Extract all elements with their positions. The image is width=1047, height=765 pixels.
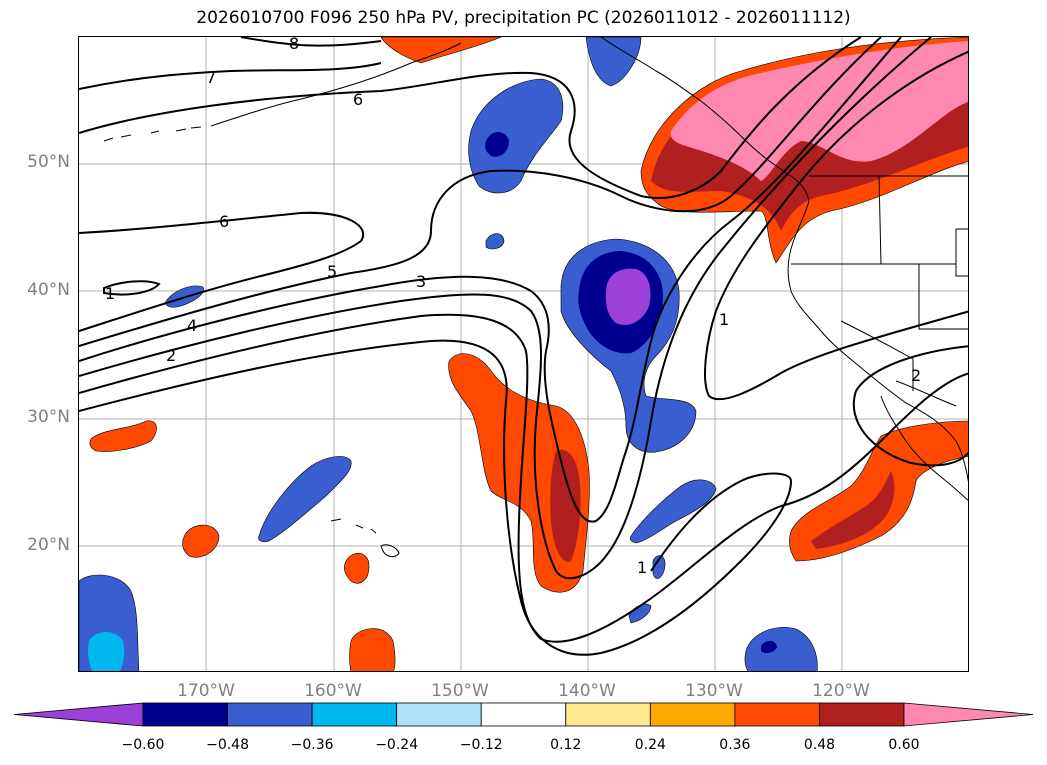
coast-alaska-peninsula [210, 42, 462, 127]
colorbar-bin-2 [227, 702, 313, 727]
contour-1-east [704, 50, 968, 401]
lon-label-130w: 130°W [685, 681, 743, 701]
map-panel[interactable]: 8 7 6 6 5 4 3 2 1 1 1 2 [78, 36, 969, 672]
precip-neg-tiny-1 [652, 555, 666, 579]
contour-label-1-east: 1 [719, 310, 729, 329]
colorbar-extend-max [903, 702, 1034, 727]
map-canvas: 8 7 6 6 5 4 3 2 1 1 1 2 [79, 37, 968, 671]
contour-label-3: 3 [416, 272, 426, 291]
contour-7 [79, 62, 382, 90]
colorbar [13, 702, 1034, 727]
contour-label-7: 7 [206, 68, 216, 87]
hawaii-islands [330, 518, 400, 558]
colorbar-tick-m048: −0.48 [206, 737, 249, 753]
colorbar-tick-p036: 0.36 [719, 737, 751, 753]
coast-west-us [787, 200, 968, 482]
contour-label-8: 8 [289, 37, 299, 53]
contour-5 [79, 37, 882, 347]
contour-1-south [79, 339, 793, 656]
lat-label-40n: 40°N [27, 280, 70, 300]
precip-neg-south [744, 626, 818, 671]
colorbar-bin-7 [649, 702, 736, 727]
colorbar-tick-m024: −0.24 [375, 737, 419, 753]
border-state-5 [955, 228, 968, 277]
colorbar-bin-6 [565, 702, 651, 727]
contour-1-west-small [103, 280, 161, 296]
contour-label-1-south: 1 [637, 558, 647, 577]
border-state-4 [840, 320, 914, 391]
lat-label-50n: 50°N [27, 152, 70, 172]
colorbar-bin-3 [311, 702, 398, 727]
precip-neg-north-small [585, 37, 642, 87]
lon-label-170w: 170°W [177, 681, 235, 701]
precip-neg-small-mid [485, 233, 505, 250]
colorbar-tick-m036: −0.36 [290, 737, 334, 753]
border-state-2 [878, 175, 882, 265]
contour-label-5: 5 [327, 262, 337, 281]
lon-label-140w: 140°W [558, 681, 616, 701]
colorbar-bin-4 [396, 702, 482, 727]
contour-3 [79, 37, 932, 580]
lon-label-160w: 160°W [304, 681, 362, 701]
contour-label-1-west: 1 [105, 284, 115, 303]
precip-pos-aleutian [380, 37, 502, 64]
precip-pos-small-2 [344, 553, 370, 584]
coast-baja [880, 395, 968, 501]
coast-alaska-gulf [600, 37, 810, 202]
pv-contours [79, 37, 968, 656]
contour-label-4: 4 [187, 316, 197, 335]
border-state-3 [918, 264, 968, 330]
colorbar-tick-m060: −0.60 [121, 737, 165, 753]
contour-labels: 8 7 6 6 5 4 3 2 1 1 1 2 [105, 37, 921, 577]
precip-pos-northwest-peak [670, 41, 968, 181]
precip-neg-gulf-core [485, 132, 509, 157]
lat-label-20n: 20°N [27, 535, 70, 555]
border-us-mexico [895, 380, 957, 407]
contour-label-2: 2 [166, 346, 176, 365]
contour-4 [79, 37, 902, 523]
contour-label-6-west: 6 [219, 212, 229, 231]
precip-pos-southeast-core [811, 471, 895, 549]
graticule [79, 37, 968, 671]
precip-pos-west-blob [89, 420, 157, 452]
colorbar-bin-8 [734, 702, 820, 727]
precip-negative-regions [79, 37, 818, 671]
colorbar-extend-min [13, 702, 144, 727]
coastlines [103, 37, 968, 558]
colorbar-tick-p048: 0.48 [803, 737, 836, 753]
colorbar-tick-p060: 0.60 [888, 737, 920, 753]
precip-neg-south-core [761, 640, 777, 654]
precip-neg-diagonal [258, 456, 352, 543]
precip-pos-small-3 [349, 628, 396, 671]
colorbar-bin-5 [480, 702, 567, 727]
precip-pos-small-1 [182, 524, 220, 558]
precip-neg-sw-inner [88, 632, 125, 671]
lon-label-150w: 150°W [431, 681, 489, 701]
colorbar-bin-1 [142, 702, 228, 727]
contour-label-6-north: 6 [353, 90, 363, 109]
lon-label-120w: 120°W [812, 681, 870, 701]
contour-label-2-east: 2 [911, 366, 921, 385]
precip-neg-gulf [468, 78, 564, 194]
precip-neg-center-peak [605, 268, 651, 326]
contour-8 [240, 37, 382, 47]
contour-6-west [79, 211, 364, 332]
colorbar-tick-m012: −0.12 [459, 737, 503, 753]
precip-neg-southeast-band [629, 479, 717, 544]
chart-title: 2026010700 F096 250 hPa PV, precipitatio… [196, 8, 851, 28]
contour-2-east [852, 345, 968, 467]
lat-label-30n: 30°N [27, 407, 70, 427]
colorbar-tick-p024: 0.24 [634, 737, 666, 753]
colorbar-bin-9 [819, 702, 905, 727]
colorbar-tick-p012: 0.12 [550, 737, 582, 753]
aleutian-islands [103, 126, 202, 142]
contour-6-north [79, 37, 862, 200]
precip-pos-central-core [550, 449, 581, 562]
